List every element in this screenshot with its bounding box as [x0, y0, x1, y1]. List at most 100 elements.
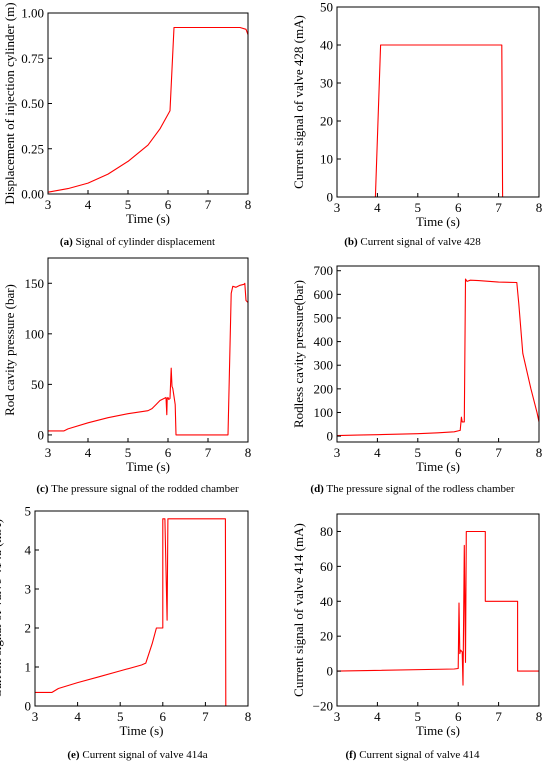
series-line-e — [35, 518, 227, 707]
y-tick-label-f: 80 — [320, 524, 333, 539]
y-tick-label-b: 10 — [320, 152, 333, 167]
x-tick-label-f: 6 — [455, 709, 462, 724]
caption-a-tag: (a) — [59, 236, 73, 248]
caption-f: (f) Current signal of valve 414 — [275, 749, 550, 761]
caption-d-text: The pressure signal of the rodless chamb… — [326, 483, 515, 495]
y-tick-label-c: 100 — [25, 326, 45, 341]
y-tick-label-a: 0.25 — [21, 141, 44, 156]
x-tick-label-c: 3 — [45, 445, 52, 460]
caption-c-tag: (c) — [36, 483, 49, 495]
x-tick-label-f: 7 — [495, 709, 502, 724]
caption-b: (b) Current signal of valve 428 — [275, 236, 550, 248]
x-tick-label-e: 5 — [117, 709, 124, 724]
plot-frame-a — [47, 12, 249, 195]
series-line-f — [336, 530, 539, 686]
y-tick-label-d: 200 — [314, 381, 334, 396]
x-tick-label-e: 6 — [160, 709, 167, 724]
x-tick-label-e: 7 — [202, 709, 209, 724]
y-axis-label-b: Current signal of valve 428 (mA) — [291, 15, 306, 189]
y-tick-label-d: 700 — [314, 263, 334, 278]
y-tick-label-e: 1 — [25, 660, 32, 675]
y-axis-label-d: Rodless cavity pressure(bar) — [291, 280, 306, 428]
caption-d: (d) The pressure signal of the rodless c… — [275, 483, 550, 495]
chart-c: 3 4 5 6 7 8 0 50 100 150 Time (s) Rod cavity pressu… — [2, 257, 252, 474]
y-tick-label-a: 0.50 — [21, 96, 44, 111]
plot-frame-e — [34, 510, 249, 707]
chart-f: 3 4 5 6 7 8 −20 0 20 40 60 80 Time (s) Current signal… — [291, 513, 543, 738]
x-tick-label-e: 3 — [32, 709, 39, 724]
x-tick-label-a: 6 — [165, 197, 172, 212]
y-tick-label-f: 40 — [320, 594, 333, 609]
x-axis-label-a: Time (s) — [126, 211, 170, 226]
y-tick-label-d: 600 — [314, 287, 334, 302]
x-tick-label-d: 6 — [455, 445, 462, 460]
y-tick-label-c: 0 — [38, 427, 45, 442]
y-axis-label-c: Rod cavity pressure (bar) — [2, 284, 17, 416]
y-axis-label-e: Current signal of valve 414a (mA) — [0, 519, 4, 698]
y-tick-label-e: 2 — [25, 621, 32, 636]
x-tick-label-b: 5 — [415, 200, 422, 215]
caption-f-tag: (f) — [345, 749, 357, 761]
y-tick-label-b: 50 — [320, 0, 333, 15]
series-line-c — [48, 282, 249, 436]
x-axis-label-f: Time (s) — [416, 723, 460, 738]
x-tick-label-e: 4 — [74, 709, 81, 724]
x-tick-label-a: 3 — [45, 197, 52, 212]
x-tick-label-f: 4 — [374, 709, 381, 724]
caption-b-tag: (b) — [344, 236, 358, 248]
y-tick-label-f: 60 — [320, 559, 333, 574]
x-tick-label-b: 3 — [334, 200, 341, 215]
x-axis-label-b: Time (s) — [416, 214, 460, 229]
x-tick-label-c: 6 — [165, 445, 172, 460]
y-tick-label-b: 30 — [320, 76, 333, 91]
y-tick-label-e: 0 — [25, 699, 32, 714]
plot-frame-d — [336, 265, 540, 443]
y-tick-label-c: 50 — [31, 377, 44, 392]
caption-c-text: The pressure signal of the rodded chambe… — [51, 483, 239, 495]
caption-b-text: Current signal of valve 428 — [360, 236, 481, 248]
series-line-a — [47, 26, 249, 193]
x-tick-label-d: 8 — [536, 445, 543, 460]
series-line-b — [374, 44, 504, 198]
x-tick-label-a: 7 — [205, 197, 212, 212]
y-tick-label-e: 4 — [25, 543, 32, 558]
y-axis-label-f: Current signal of valve 414 (mA) — [291, 523, 306, 697]
x-tick-label-a: 5 — [125, 197, 132, 212]
y-tick-label-e: 5 — [25, 504, 32, 519]
x-axis-label-e: Time (s) — [120, 723, 164, 738]
y-tick-label-b: 0 — [327, 190, 334, 205]
x-tick-label-f: 3 — [334, 709, 341, 724]
y-tick-label-d: 500 — [314, 310, 334, 325]
x-tick-label-c: 7 — [205, 445, 212, 460]
x-axis-label-c: Time (s) — [126, 459, 170, 474]
x-tick-label-d: 7 — [495, 445, 502, 460]
y-tick-label-c: 150 — [25, 276, 45, 291]
caption-c: (c) The pressure signal of the rodded ch… — [0, 483, 275, 495]
x-tick-label-e: 8 — [245, 709, 252, 724]
plot-frame-b — [336, 6, 540, 198]
y-tick-label-a: 0.75 — [21, 51, 44, 66]
y-axis-label-a: Displacement of injection cylinder (m) — [2, 2, 17, 204]
chart-a: 3 4 5 6 7 8 0.00 0.25 0.50 0.75 1.00 Time (s) Displa… — [2, 2, 251, 226]
x-tick-label-b: 4 — [374, 200, 381, 215]
caption-f-text: Current signal of valve 414 — [359, 749, 480, 761]
caption-a: (a) Signal of cylinder displacement — [0, 236, 275, 248]
x-tick-label-b: 8 — [536, 200, 543, 215]
y-tick-label-f: −20 — [313, 699, 333, 714]
caption-e: (e) Current signal of valve 414a — [0, 749, 275, 761]
y-tick-label-b: 20 — [320, 114, 333, 129]
x-tick-label-a: 8 — [245, 197, 252, 212]
series-line-d — [336, 278, 540, 437]
x-tick-label-f: 8 — [536, 709, 543, 724]
chart-d: 3 4 5 6 7 8 0 100 200 300 400 500 600 700 Time (s) Rodl… — [291, 263, 542, 474]
x-tick-label-a: 4 — [85, 197, 92, 212]
x-tick-label-d: 3 — [334, 445, 341, 460]
y-tick-label-d: 300 — [314, 358, 334, 373]
x-tick-label-d: 4 — [374, 445, 381, 460]
x-tick-label-c: 8 — [245, 445, 252, 460]
y-tick-label-b: 40 — [320, 38, 333, 53]
x-tick-label-f: 5 — [415, 709, 422, 724]
x-tick-label-d: 5 — [415, 445, 422, 460]
